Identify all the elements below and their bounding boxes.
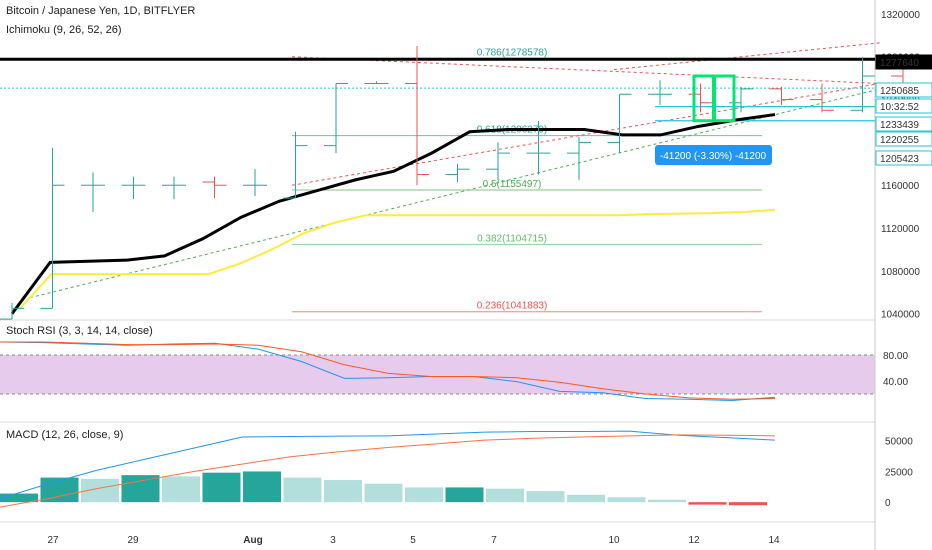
- price-tag-bg: [875, 131, 932, 147]
- x-axis-tick-label: 3: [330, 535, 336, 546]
- price-tag: 1205423: [875, 150, 932, 166]
- price-tag-bg: [875, 150, 932, 166]
- macd-histogram-bar: [162, 476, 200, 503]
- ohlc-bar: [121, 176, 146, 200]
- ichimoku-base-line: [10, 113, 776, 315]
- ohlc-bar: [324, 83, 348, 154]
- signal-line: [0, 434, 776, 508]
- x-axis-tick-label: 10: [608, 535, 620, 546]
- macd-histogram-bar: [567, 494, 605, 503]
- price-tag-bg: [875, 98, 932, 114]
- fib-level-label: 0.236(1041883): [477, 301, 548, 312]
- ohlc-bar: [405, 46, 429, 186]
- price-tag: 1233439: [875, 116, 932, 132]
- macd-histogram-bar: [648, 499, 686, 503]
- ohlc-bar: [364, 81, 389, 85]
- stoch-tick-label: 40.00: [883, 377, 908, 388]
- stoch-k-line: [0, 341, 776, 402]
- macd-histogram-bar: [40, 477, 79, 503]
- ohlc-bar: [162, 176, 186, 200]
- y-axis-tick-label: 1080000: [881, 267, 920, 278]
- price-tag-label: 1205423: [880, 154, 919, 165]
- measure-tag-text: -41200 (-3.30%) -41200: [660, 151, 767, 162]
- y-axis-tick-label: 1320000: [881, 10, 920, 21]
- ohlc-bar: [607, 93, 632, 154]
- macd-tick-label: 0: [885, 498, 891, 509]
- y-axis-tick-label: 1120000: [881, 224, 920, 235]
- price-tag-bg: [875, 116, 932, 132]
- trendline-support: [29, 88, 881, 299]
- macd-tick-label: 50000: [885, 437, 913, 448]
- ohlc-bar: [40, 147, 65, 309]
- ohlc-bar: [243, 169, 267, 196]
- ohlc-bar: [0, 303, 24, 320]
- macd-histogram-bar: [0, 493, 38, 503]
- macd-label: MACD (12, 26, close, 9): [6, 429, 124, 441]
- macd-histogram-bar: [486, 488, 524, 503]
- macd-histogram-bar: [364, 483, 403, 503]
- price-tag: 1220255: [875, 131, 932, 147]
- macd-histogram-bar: [324, 480, 362, 503]
- price-tag-bg: [875, 54, 932, 70]
- y-axis-tick-label: 1160000: [881, 181, 920, 192]
- price-tag-bg: [875, 82, 932, 98]
- ohlc-bar: [202, 176, 227, 199]
- x-axis-tick-label: Aug: [243, 535, 262, 546]
- ohlc-bar: [648, 80, 672, 105]
- x-axis-tick-label: 12: [688, 535, 700, 546]
- ohlc-bar: [769, 86, 794, 105]
- y-axis-tick-label: 1040000: [881, 310, 920, 321]
- indicator-title: Ichimoku (9, 26, 52, 26): [6, 24, 122, 36]
- macd-histogram-bar: [405, 487, 443, 503]
- measure-tag-bg: [655, 145, 772, 165]
- x-axis-tick-label: 27: [47, 535, 59, 546]
- ohlc-bar: [445, 163, 470, 183]
- x-axis-tick-label: 7: [491, 535, 497, 546]
- macd-histogram-bar: [121, 475, 160, 503]
- macd-histogram-bar: [607, 497, 646, 503]
- price-tag-label: 1233439: [880, 120, 919, 131]
- stoch-band: [0, 355, 875, 394]
- ohlc-bar: [850, 56, 875, 113]
- macd-histogram-bar: [445, 487, 484, 503]
- macd-histogram-bar: [202, 472, 241, 503]
- ohlc-bar: [526, 120, 551, 175]
- macd-line: [0, 430, 776, 499]
- macd-histogram-bar: [688, 502, 727, 505]
- macd-histogram-bar: [526, 491, 565, 503]
- price-tag: 1250685: [875, 82, 932, 98]
- stoch-rsi-label: Stoch RSI (3, 3, 14, 14, close): [6, 325, 153, 337]
- x-axis-tick-label: 14: [768, 535, 780, 546]
- fib-level-label: 0.5(1155497): [483, 179, 542, 190]
- ichimoku-span-line: [19, 208, 776, 310]
- x-axis-tick-label: 5: [410, 535, 416, 546]
- price-tag-label: 10:32:52: [880, 102, 919, 113]
- price-tag-label: 1220255: [880, 135, 919, 146]
- ohlc-bar: [283, 131, 308, 199]
- macd-histogram-bar: [283, 477, 322, 503]
- price-tag-label: 1277640: [880, 58, 919, 69]
- trendline-lower: [291, 83, 881, 186]
- trendline-upper: [291, 56, 881, 85]
- stoch-tick-label: 80.00: [883, 351, 908, 362]
- trendline-channel: [613, 42, 881, 71]
- fib-level-label: 0.786(1278578): [477, 47, 548, 58]
- macd-histogram-bar: [81, 478, 119, 503]
- x-axis-tick-label: 29: [127, 535, 139, 546]
- macd-histogram-bar: [243, 471, 281, 503]
- macd-histogram-bar: [729, 502, 767, 506]
- stoch-d-line: [0, 341, 776, 400]
- fib-level-label: 0.382(1104715): [477, 233, 547, 244]
- price-tag: 1277640: [875, 54, 932, 70]
- ohlc-bar: [486, 142, 510, 180]
- ohlc-bar: [810, 83, 834, 113]
- price-tag: 10:32:52: [875, 98, 932, 114]
- symbol-title: Bitcoin / Japanese Yen, 1D, BITFLYER: [6, 5, 196, 17]
- ohlc-bar: [567, 137, 591, 180]
- ohlc-bar: [81, 172, 105, 212]
- macd-tick-label: 25000: [885, 467, 913, 478]
- price-tag-label: 1250685: [880, 86, 919, 97]
